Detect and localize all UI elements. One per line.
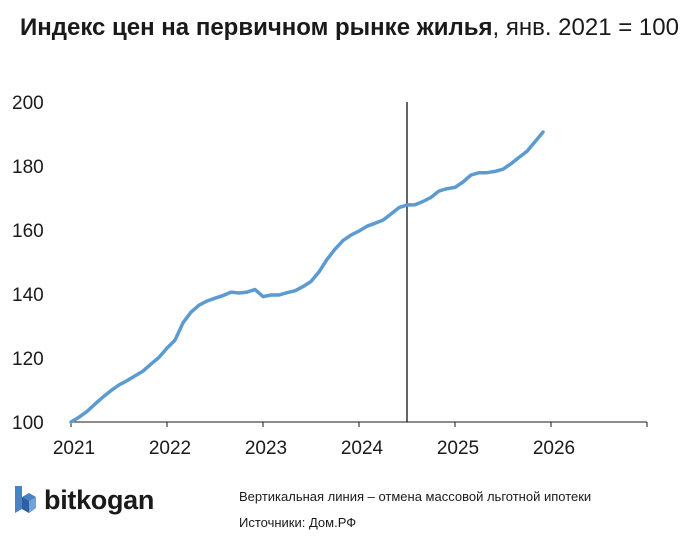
- x-tick-label: 2022: [149, 438, 191, 459]
- y-tick-label: 160: [12, 221, 44, 242]
- price-index-line: [69, 130, 545, 424]
- bitkogan-logo-icon: [15, 486, 36, 513]
- chart-title-subtitle: , янв. 2021 = 100: [492, 14, 679, 41]
- brand-name: bitkogan: [44, 484, 155, 515]
- y-tick-label: 120: [12, 349, 44, 370]
- chart-title-bold: Индекс цен на первичном рынке жилья: [20, 14, 493, 41]
- y-tick-label: 140: [12, 285, 44, 306]
- brand-logo: bitkogan: [12, 484, 154, 516]
- x-tick-label: 2026: [533, 438, 575, 459]
- y-tick-label: 200: [12, 93, 44, 114]
- chart-title: Индекс цен на первичном рынке жилья, янв…: [20, 12, 680, 43]
- x-tick-label: 2021: [53, 438, 95, 459]
- x-tick-label: 2023: [245, 438, 287, 459]
- sources-note: Источники: Дом.РФ: [239, 515, 357, 530]
- y-tick-label: 100: [12, 413, 44, 434]
- x-tick-label: 2025: [437, 438, 479, 459]
- x-tick-label: 2024: [341, 438, 384, 459]
- vertical-line-note: Вертикальная линия – отмена массовой льг…: [239, 489, 592, 504]
- y-tick-label: 180: [12, 157, 44, 178]
